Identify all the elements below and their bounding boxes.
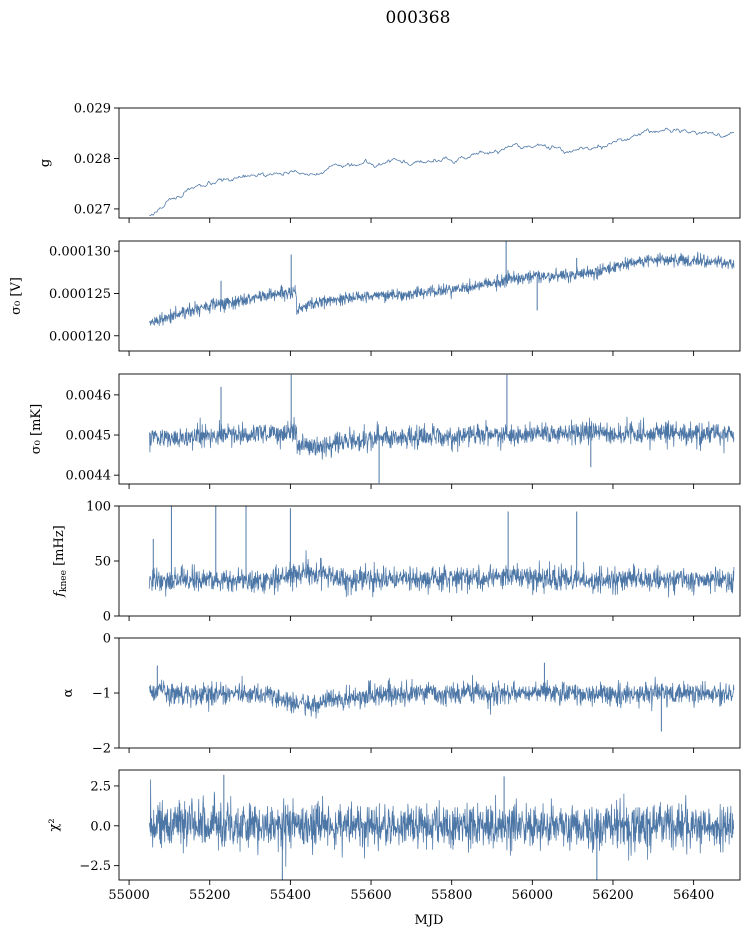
y-tick-label: 0.0046 xyxy=(66,388,112,403)
x-axis-label: MJD xyxy=(415,913,444,928)
panel-4: 0 50 100 fknee [mHz] xyxy=(52,500,741,625)
panel-5: −2 −1 0 α xyxy=(61,632,741,757)
panel-3: 0.0044 0.0045 0.0046 σ₀ [mK] xyxy=(29,373,741,489)
panel-1: 0.027 0.028 0.029 g xyxy=(38,102,741,223)
y-axis-label: σ₀ [V] xyxy=(9,277,24,315)
y-tick-label: 0 xyxy=(103,610,111,625)
y-tick-label: −1 xyxy=(92,687,111,702)
panel-2: 0.000120 0.000125 0.000130 σ₀ [V] xyxy=(9,240,741,356)
y-tick-label: −2 xyxy=(92,742,111,757)
x-tick-label: 55800 xyxy=(431,888,472,903)
panel-6: −2.5 0.0 2.5 55000 55200 55400 55600 55800 56000… xyxy=(47,769,741,903)
plot-frame xyxy=(118,240,741,352)
series-line xyxy=(148,416,735,460)
plot-frame xyxy=(118,107,741,219)
plot-frame xyxy=(118,373,741,485)
x-tick-label: 56200 xyxy=(592,888,633,903)
y-tick-label: 0.000120 xyxy=(49,329,111,344)
plot-frame xyxy=(118,505,741,617)
x-tick-label: 55600 xyxy=(350,888,391,903)
x-tick-label: 55400 xyxy=(270,888,311,903)
y-tick-label: 0.0045 xyxy=(66,429,112,444)
y-tick-label: 0.029 xyxy=(74,102,111,117)
y-tick-label: 0.027 xyxy=(74,202,111,217)
x-tick-label: 56400 xyxy=(673,888,714,903)
series-line xyxy=(148,550,735,598)
y-tick-label: 0.000130 xyxy=(49,245,111,260)
y-tick-label: 0.028 xyxy=(74,152,111,167)
series-line xyxy=(148,251,735,326)
series-line xyxy=(148,674,735,719)
y-tick-label: 0.0044 xyxy=(66,469,112,484)
y-tick-label: 50 xyxy=(94,555,111,570)
x-tick-label: 55200 xyxy=(189,888,230,903)
y-axis-label: χ² xyxy=(47,818,62,831)
series-line xyxy=(148,779,735,867)
y-tick-label: −2.5 xyxy=(79,859,111,874)
y-axis-label: g xyxy=(38,159,53,167)
y-tick-label: 0 xyxy=(103,632,111,647)
series-line xyxy=(149,127,734,217)
y-axis-label: α xyxy=(61,688,76,697)
x-tick-label: 55000 xyxy=(108,888,149,903)
panels: 0.027 0.028 0.029 g 0.000120 0.000125 0.000130… xyxy=(9,102,741,903)
plot-frame xyxy=(118,769,741,881)
y-tick-label: 0.000125 xyxy=(49,287,111,302)
y-axis-label: fknee [mHz] xyxy=(52,525,69,598)
y-axis-label: σ₀ [mK] xyxy=(29,404,44,454)
y-tick-label: 100 xyxy=(86,500,111,515)
y-tick-label: 0.0 xyxy=(90,819,111,834)
figure-title: 000368 xyxy=(386,8,451,28)
x-tick-label: 56000 xyxy=(512,888,553,903)
y-tick-label: 2.5 xyxy=(90,779,111,794)
